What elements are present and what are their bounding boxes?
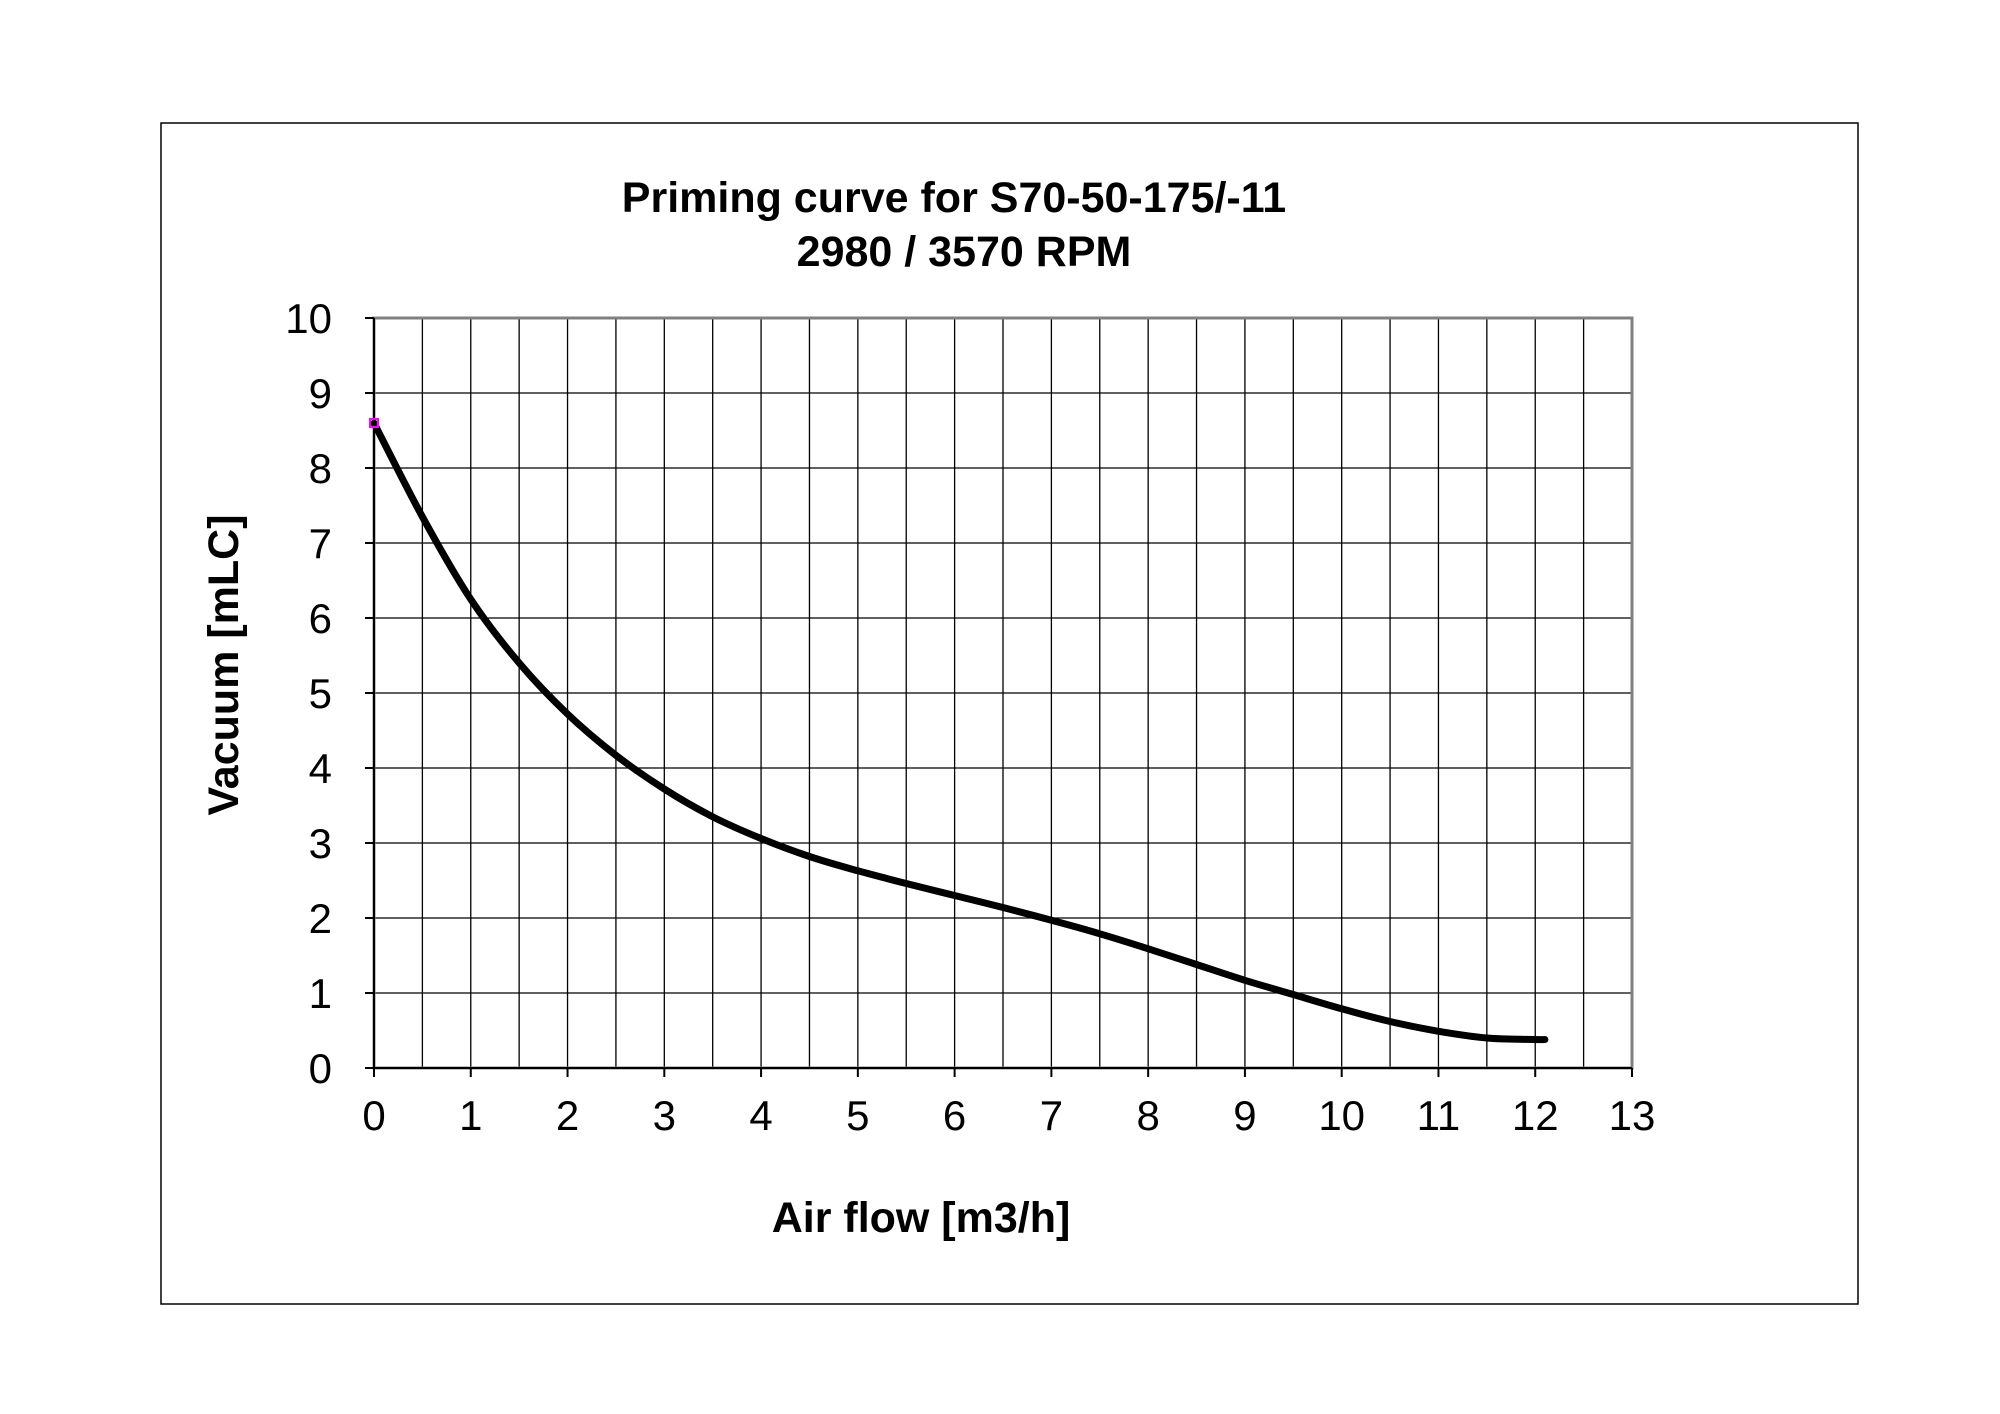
x-tick-label: 1 xyxy=(459,1092,482,1139)
x-tick-label: 11 xyxy=(1417,1092,1461,1139)
y-tick-label: 6 xyxy=(309,595,332,642)
y-tick-label: 5 xyxy=(309,670,332,717)
x-tick-label: 6 xyxy=(943,1092,966,1139)
x-axis-label: Air flow [m3/h] xyxy=(772,1194,1071,1242)
y-tick-label: 8 xyxy=(309,445,332,492)
y-tick-label: 10 xyxy=(285,295,332,342)
x-tick-label: 7 xyxy=(1040,1092,1063,1139)
x-tick-label: 4 xyxy=(749,1092,772,1139)
x-tick-label: 2 xyxy=(556,1092,579,1139)
series-line xyxy=(370,419,1549,1044)
x-tick-label: 12 xyxy=(1512,1092,1559,1139)
y-tick-label: 2 xyxy=(309,895,332,942)
y-tick-label: 1 xyxy=(309,970,332,1017)
chart-subtitle: 2980 / 3570 RPM xyxy=(797,228,1132,276)
y-axis-label: Vacuum [mLC] xyxy=(200,514,248,815)
x-tick-label: 8 xyxy=(1136,1092,1159,1139)
x-tick-label: 5 xyxy=(846,1092,869,1139)
x-tick-label: 3 xyxy=(653,1092,676,1139)
x-tick-label: 9 xyxy=(1233,1092,1256,1139)
x-tick-label: 13 xyxy=(1609,1092,1656,1139)
x-tick-label: 10 xyxy=(1318,1092,1365,1139)
x-tick-label: 0 xyxy=(362,1092,385,1139)
y-tick-label: 3 xyxy=(309,820,332,867)
y-tick-label: 0 xyxy=(309,1045,332,1092)
y-tick-label: 9 xyxy=(309,370,332,417)
y-tick-label: 4 xyxy=(309,745,332,792)
chart-title: Priming curve for S70-50-175/-11 xyxy=(622,174,1286,222)
y-tick-label: 7 xyxy=(309,520,332,567)
start-point-marker xyxy=(369,418,379,428)
